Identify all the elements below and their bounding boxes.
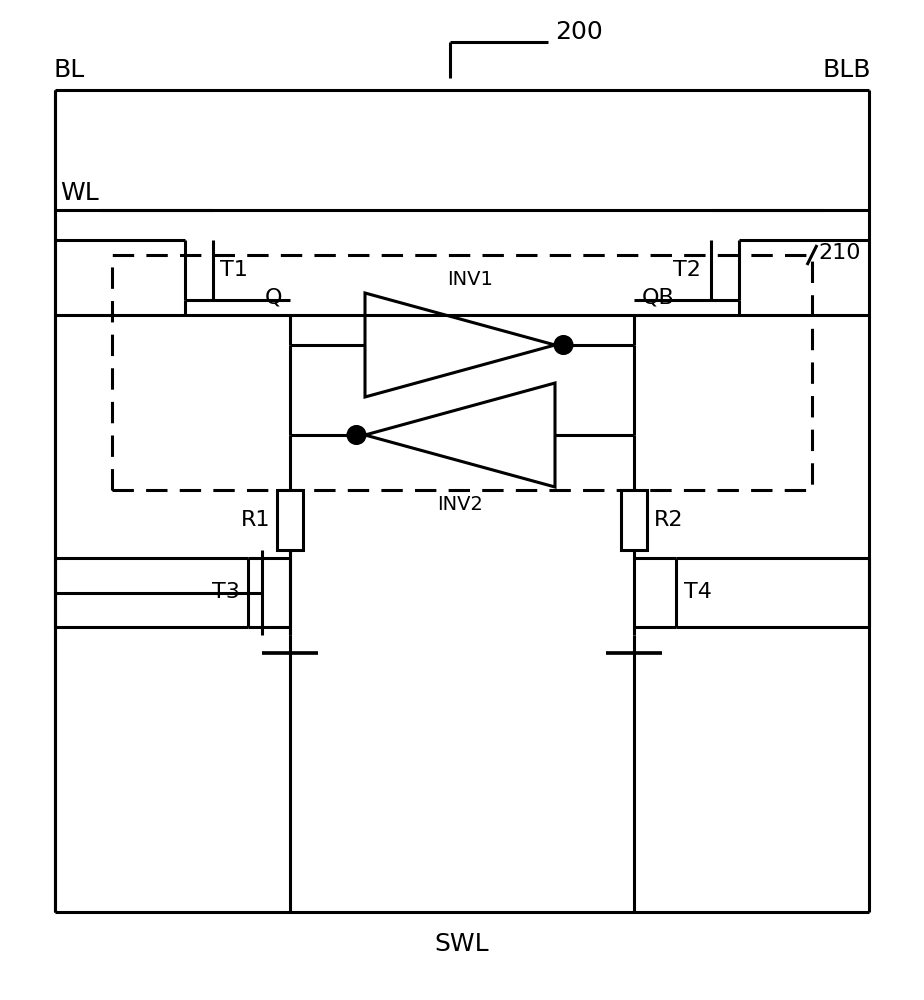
- Text: T4: T4: [684, 582, 711, 602]
- Text: INV1: INV1: [447, 270, 492, 289]
- Text: BL: BL: [53, 58, 84, 82]
- Circle shape: [555, 336, 572, 354]
- Text: R2: R2: [654, 510, 684, 530]
- Text: BLB: BLB: [822, 58, 871, 82]
- Bar: [112, 255, 812, 490]
- Bar: [277, 490, 303, 550]
- Text: T1: T1: [220, 260, 248, 280]
- Text: SWL: SWL: [434, 932, 490, 956]
- Text: T2: T2: [673, 260, 701, 280]
- Text: T3: T3: [213, 582, 240, 602]
- Text: 210: 210: [818, 243, 860, 263]
- Text: INV2: INV2: [437, 495, 483, 514]
- Text: 200: 200: [555, 20, 602, 44]
- Text: R1: R1: [240, 510, 270, 530]
- Text: Q: Q: [264, 287, 282, 307]
- Text: WL: WL: [60, 181, 99, 205]
- Circle shape: [348, 426, 365, 444]
- Text: QB: QB: [642, 287, 675, 307]
- Bar: [621, 490, 647, 550]
